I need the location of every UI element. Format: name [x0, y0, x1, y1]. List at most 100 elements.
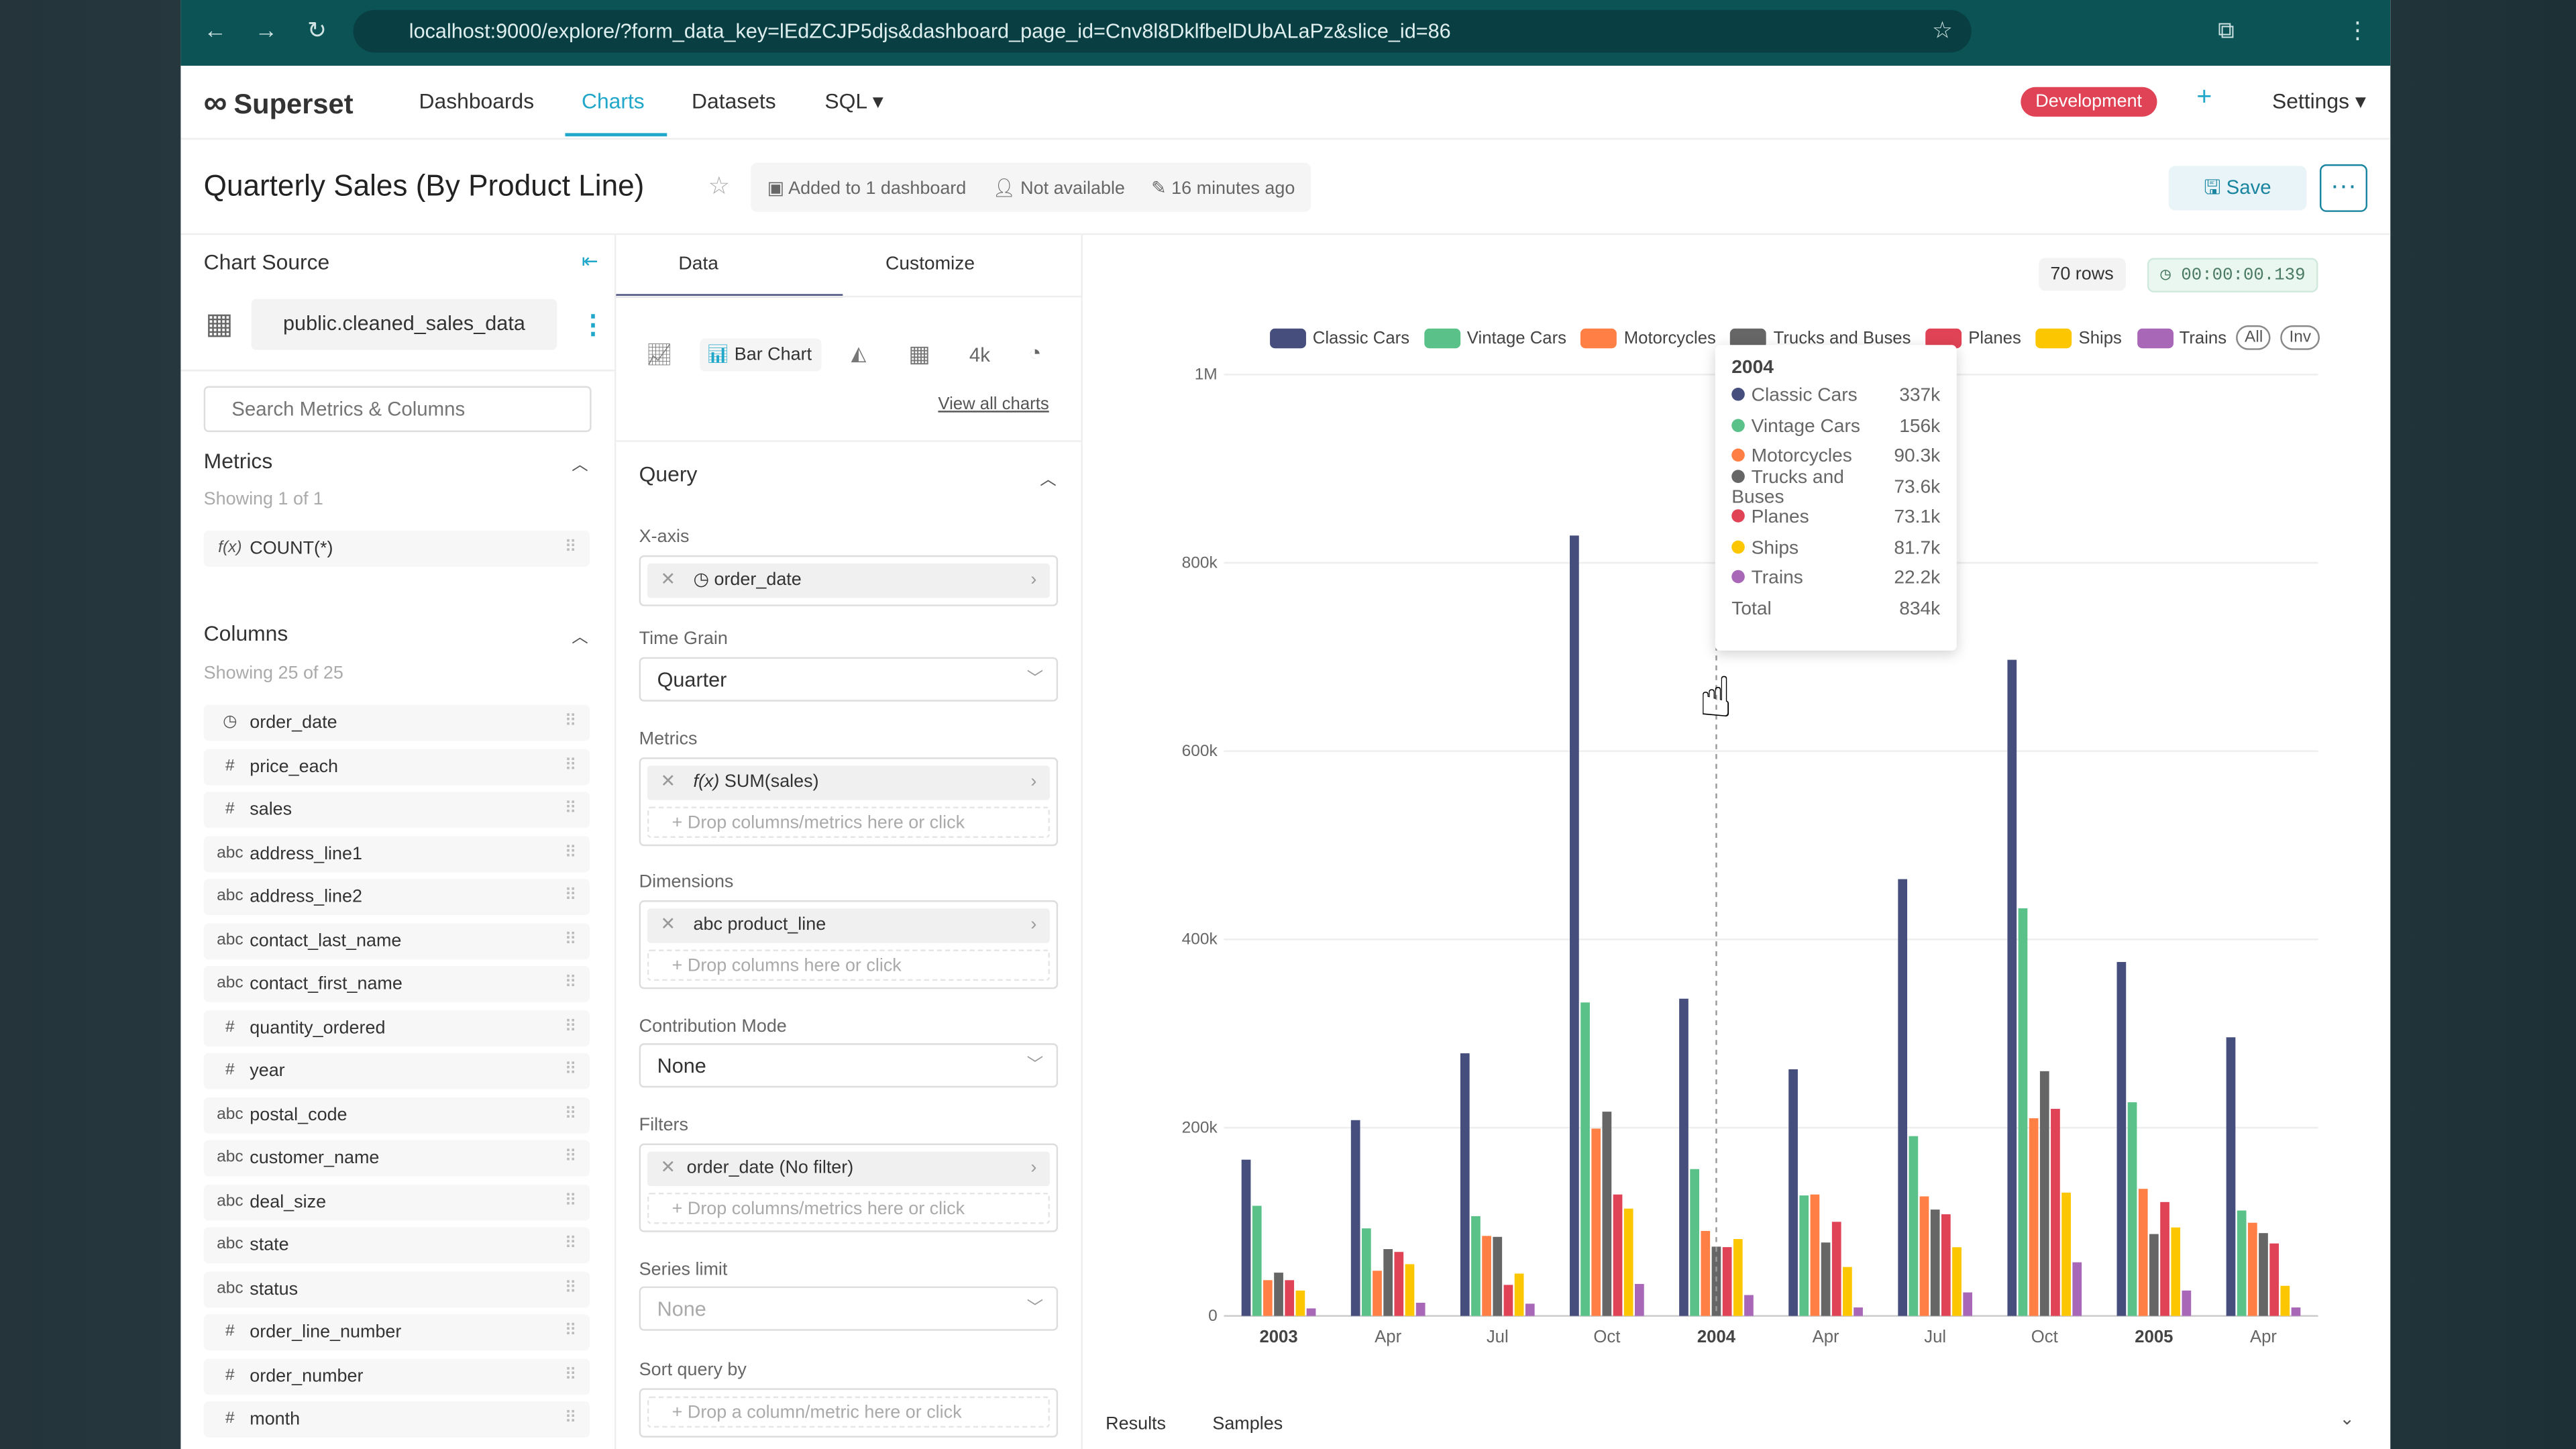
column-item[interactable]: # sales ⠿	[203, 792, 590, 828]
bar-classic-cars[interactable]	[1460, 1053, 1470, 1316]
bar-trucks-and-buses[interactable]	[1383, 1249, 1393, 1316]
bar-trains[interactable]	[2182, 1290, 2192, 1316]
settings-menu[interactable]: Settings ▾	[2271, 89, 2366, 113]
bar-trucks-and-buses[interactable]	[1493, 1236, 1503, 1316]
column-item[interactable]: # month ⠿	[203, 1401, 590, 1438]
bar-classic-cars[interactable]	[1350, 1120, 1360, 1316]
bar-trucks-and-buses[interactable]	[1274, 1273, 1283, 1316]
bar-planes[interactable]	[2269, 1243, 2279, 1316]
bar-planes[interactable]	[1394, 1252, 1404, 1316]
bar-motorcycles[interactable]	[2138, 1189, 2148, 1316]
drag-handle-icon[interactable]: ⠿	[564, 1366, 577, 1385]
bar-trucks-and-buses[interactable]	[1602, 1112, 1612, 1316]
drag-handle-icon[interactable]: ⠿	[564, 1061, 577, 1079]
big-number-icon[interactable]: 4k	[969, 343, 990, 367]
bar-motorcycles[interactable]	[1263, 1280, 1273, 1316]
bar-planes[interactable]	[1941, 1214, 1951, 1316]
bar-motorcycles[interactable]	[2247, 1222, 2257, 1316]
bar-ships[interactable]	[1514, 1273, 1524, 1316]
metric-item[interactable]: f(x) COUNT(*) ⠿	[203, 531, 590, 567]
bar-motorcycles[interactable]	[1373, 1271, 1382, 1316]
bar-trains[interactable]	[1415, 1303, 1426, 1316]
view-all-charts-link[interactable]: View all charts	[938, 394, 1049, 415]
tab-customize[interactable]: Customize	[885, 254, 975, 274]
bar-vintage-cars[interactable]	[1361, 1228, 1371, 1316]
bar-motorcycles[interactable]	[1591, 1128, 1601, 1316]
nav-sql[interactable]: SQL ▾	[824, 89, 883, 113]
bar-ships[interactable]	[1952, 1247, 1962, 1316]
legend-item[interactable]: Planes	[1925, 327, 2021, 347]
remove-icon[interactable]: ✕	[660, 570, 676, 590]
bar-trains[interactable]	[1963, 1292, 1973, 1316]
remove-icon[interactable]: ✕	[660, 772, 676, 792]
column-item[interactable]: abc state ⠿	[203, 1227, 590, 1264]
column-item[interactable]: abc status ⠿	[203, 1271, 590, 1307]
column-item[interactable]: # order_line_number ⠿	[203, 1314, 590, 1351]
bar-classic-cars[interactable]	[2007, 659, 2017, 1316]
legend-all-button[interactable]: All	[2236, 325, 2271, 350]
legend-item[interactable]: Classic Cars	[1270, 327, 1409, 347]
legend-item[interactable]: Motorcycles	[1581, 327, 1716, 347]
column-item[interactable]: # order_number ⠿	[203, 1358, 590, 1394]
bar-classic-cars[interactable]	[1898, 879, 1908, 1316]
collapse-panel-icon[interactable]: ⇤	[581, 250, 598, 273]
bar-trucks-and-buses[interactable]	[1930, 1210, 1940, 1316]
bar-planes[interactable]	[1722, 1247, 1732, 1316]
filters-field[interactable]: ✕ order_date (No filter) › + Drop columns/m…	[639, 1143, 1059, 1232]
pie-chart-icon[interactable]: ◔	[1028, 339, 1042, 365]
bar-vintage-cars[interactable]	[1690, 1169, 1700, 1316]
legend-item[interactable]: Vintage Cars	[1424, 327, 1566, 347]
bar-trucks-and-buses[interactable]	[2259, 1233, 2268, 1316]
remove-icon[interactable]: ✕	[660, 915, 676, 935]
chevron-up-icon[interactable]: ︿	[572, 456, 588, 475]
bar-vintage-cars[interactable]	[2018, 908, 2028, 1316]
address-bar[interactable]: localhost:9000/explore/?form_data_key=lE…	[353, 9, 1972, 53]
drag-handle-icon[interactable]: ⠿	[564, 887, 577, 906]
column-item[interactable]: abc contact_last_name ⠿	[203, 922, 590, 959]
nav-datasets[interactable]: Datasets	[692, 89, 776, 113]
bar-trains[interactable]	[1306, 1308, 1316, 1316]
bar-planes[interactable]	[1613, 1194, 1623, 1316]
add-new-button[interactable]: +	[2196, 83, 2212, 112]
chevron-up-icon[interactable]: ︿	[1040, 471, 1057, 490]
column-item[interactable]: abc deal_size ⠿	[203, 1183, 590, 1220]
bar-vintage-cars[interactable]	[1799, 1195, 1809, 1316]
bar-trains[interactable]	[2072, 1262, 2082, 1316]
bar-planes[interactable]	[1285, 1280, 1295, 1316]
chevron-down-icon[interactable]: ⌄	[2339, 1409, 2355, 1430]
drag-handle-icon[interactable]: ⠿	[564, 1235, 577, 1254]
browser-menu-icon[interactable]: ⋮	[2346, 16, 2369, 43]
bar-classic-cars[interactable]	[2226, 1037, 2236, 1316]
bar-ships[interactable]	[1623, 1208, 1633, 1316]
bar-vintage-cars[interactable]	[1909, 1136, 1919, 1316]
line-chart-icon[interactable]: 📈︎	[645, 341, 673, 367]
bar-ships[interactable]	[1733, 1239, 1743, 1316]
back-icon[interactable]: ←	[203, 16, 227, 43]
drag-handle-icon[interactable]: ⠿	[564, 1018, 577, 1036]
bar-planes[interactable]	[2160, 1201, 2169, 1316]
drag-handle-icon[interactable]: ⠿	[564, 843, 577, 862]
legend-item[interactable]: Trains	[2136, 327, 2226, 347]
column-item[interactable]: abc address_line2 ⠿	[203, 879, 590, 916]
drag-handle-icon[interactable]: ⠿	[564, 930, 577, 949]
column-item[interactable]: abc postal_code ⠿	[203, 1096, 590, 1133]
table-chart-icon[interactable]: ▦	[908, 339, 930, 367]
bar-classic-cars[interactable]	[1679, 998, 1688, 1316]
superset-logo[interactable]: ∞ Superset	[204, 85, 354, 123]
contribution-mode-select[interactable]: None ﹀	[639, 1043, 1059, 1088]
dashboard-added-item[interactable]: ▣ Added to 1 dashboard	[767, 178, 967, 199]
drop-metrics-zone[interactable]: + Drop columns/metrics here or click	[647, 806, 1050, 838]
area-chart-icon[interactable]: ◭	[851, 341, 867, 365]
bar-trains[interactable]	[1854, 1307, 1863, 1316]
metrics-field[interactable]: ✕ f(x) SUM(sales) › + Drop columns/metrics …	[639, 757, 1059, 847]
save-button[interactable]: 🖫 Save	[2168, 166, 2307, 211]
bar-classic-cars[interactable]	[1241, 1159, 1251, 1316]
legend-inv-button[interactable]: Inv	[2281, 325, 2320, 350]
drag-handle-icon[interactable]: ⠿	[564, 974, 577, 993]
bar-vintage-cars[interactable]	[1252, 1205, 1262, 1316]
column-item[interactable]: abc customer_name ⠿	[203, 1140, 590, 1177]
bar-classic-cars[interactable]	[1788, 1069, 1798, 1316]
drag-handle-icon[interactable]: ⠿	[564, 1279, 577, 1297]
forward-icon[interactable]: →	[254, 16, 278, 43]
bar-motorcycles[interactable]	[1701, 1230, 1711, 1316]
